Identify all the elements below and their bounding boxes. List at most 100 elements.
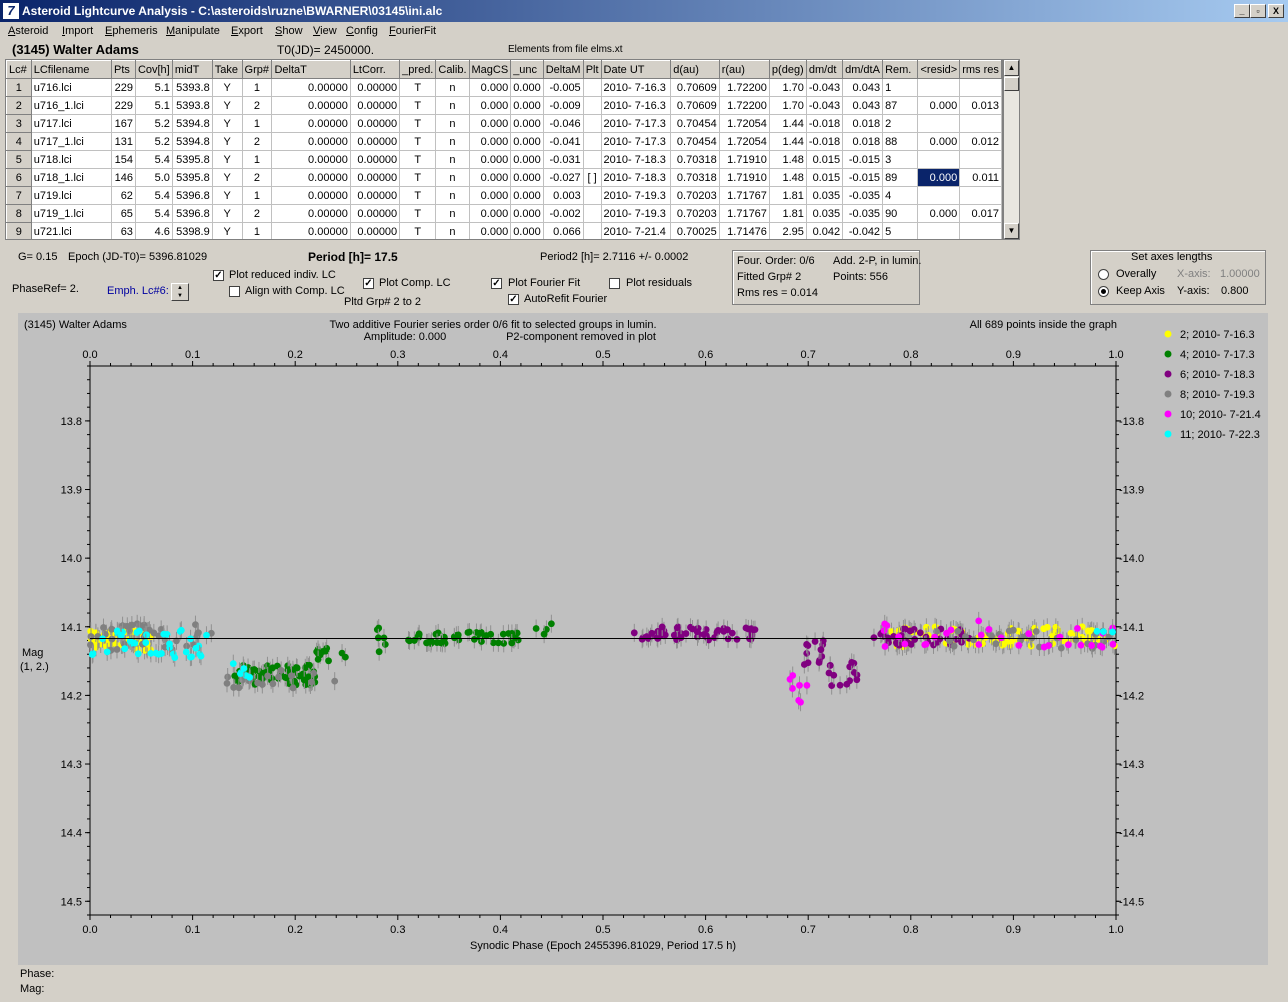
table-cell[interactable]: 0.012 <box>959 132 1002 151</box>
table-cell[interactable]: 229 <box>111 96 136 115</box>
column-header[interactable]: dm/dtA <box>842 60 884 79</box>
table-cell[interactable]: Y <box>211 168 243 187</box>
table-cell[interactable]: 0.00000 <box>271 222 351 239</box>
table-cell[interactable]: 0.011 <box>959 168 1002 187</box>
table-cell[interactable]: T <box>399 150 437 169</box>
table-cell[interactable]: 1 <box>241 222 273 239</box>
column-header[interactable]: Plt <box>582 60 602 79</box>
table-cell[interactable]: n <box>435 114 470 133</box>
table-cell[interactable]: 62 <box>111 186 136 205</box>
table-cell[interactable]: 0.000 <box>510 78 544 97</box>
table-cell[interactable]: 0.70318 <box>670 168 720 187</box>
menu-view[interactable]: View <box>313 25 337 37</box>
lightcurve-plot[interactable]: (3145) Walter Adams Two additive Fourier… <box>18 313 1268 965</box>
row-header[interactable]: 6 <box>6 168 32 187</box>
autorefit-checkbox[interactable]: ✓ <box>508 294 519 305</box>
table-cell[interactable]: 2010- 7-16.3 <box>600 78 672 97</box>
table-cell[interactable] <box>582 78 602 97</box>
table-cell[interactable]: -0.043 <box>805 96 844 115</box>
menu-ephemeris[interactable]: Ephemeris <box>105 25 158 37</box>
table-cell[interactable]: 0.000 <box>917 96 961 115</box>
table-cell[interactable]: -0.015 <box>842 168 884 187</box>
table-cell[interactable]: 5 <box>882 222 919 239</box>
column-header[interactable]: <resid> <box>917 60 961 79</box>
table-scrollbar[interactable]: ▲ ▼ <box>1003 59 1020 240</box>
column-header[interactable]: Lc# <box>6 60 32 79</box>
table-cell[interactable]: 0.000 <box>917 204 961 223</box>
row-header[interactable]: 5 <box>6 150 32 169</box>
table-cell[interactable]: 0.013 <box>959 96 1002 115</box>
table-cell[interactable]: 0.000 <box>468 186 512 205</box>
table-cell[interactable]: 2010- 7-18.3 <box>600 150 672 169</box>
table-cell[interactable]: 0.000 <box>510 150 544 169</box>
plot-reduced-checkbox[interactable]: ✓ <box>213 270 224 281</box>
table-cell[interactable]: Y <box>211 204 243 223</box>
table-cell[interactable]: 0.043 <box>842 96 884 115</box>
table-cell[interactable]: u719.lci <box>30 186 113 205</box>
table-cell[interactable]: n <box>435 78 470 97</box>
table-cell[interactable] <box>917 114 961 133</box>
table-cell[interactable]: 1 <box>241 78 273 97</box>
table-cell[interactable]: u721.lci <box>30 222 113 239</box>
table-cell[interactable]: u716.lci <box>30 78 113 97</box>
table-cell[interactable]: 0.70454 <box>670 132 720 151</box>
table-cell[interactable]: 0.00000 <box>271 204 351 223</box>
scroll-down-button[interactable]: ▼ <box>1004 223 1019 239</box>
table-cell[interactable]: 5.4 <box>134 150 173 169</box>
column-header[interactable]: LCfilename <box>30 60 113 79</box>
table-cell[interactable]: 0.00000 <box>349 150 401 169</box>
table-cell[interactable]: 3 <box>882 150 919 169</box>
table-cell[interactable]: 0.000 <box>510 204 544 223</box>
table-cell[interactable]: 88 <box>882 132 919 151</box>
table-cell[interactable]: 0.00000 <box>271 150 351 169</box>
table-cell[interactable]: 0.00000 <box>271 78 351 97</box>
column-header[interactable]: dm/dt <box>805 60 844 79</box>
table-cell[interactable]: u716_1.lci <box>30 96 113 115</box>
table-cell[interactable] <box>582 204 602 223</box>
maximize-button[interactable]: ▫ <box>1250 4 1266 18</box>
table-cell[interactable]: 1.48 <box>768 150 807 169</box>
table-cell[interactable]: 1.81 <box>768 186 807 205</box>
table-cell[interactable]: 0.042 <box>805 222 844 239</box>
table-cell[interactable]: u718_1.lci <box>30 168 113 187</box>
column-header[interactable]: MagCS <box>468 60 512 79</box>
table-cell[interactable]: 1.48 <box>768 168 807 187</box>
table-cell[interactable]: 0.000 <box>510 222 544 239</box>
table-cell[interactable]: 2010- 7-21.4 <box>600 222 672 239</box>
table-cell[interactable]: 2 <box>241 168 273 187</box>
table-cell[interactable]: 1.44 <box>768 114 807 133</box>
table-cell[interactable]: T <box>399 186 437 205</box>
table-cell[interactable]: 0.70025 <box>670 222 720 239</box>
table-cell[interactable]: 1 <box>882 78 919 97</box>
table-cell[interactable] <box>582 150 602 169</box>
column-header[interactable]: r(au) <box>718 60 770 79</box>
table-cell[interactable]: 65 <box>111 204 136 223</box>
table-cell[interactable]: 1 <box>241 150 273 169</box>
table-cell[interactable]: 229 <box>111 78 136 97</box>
table-cell[interactable]: 5394.8 <box>171 114 213 133</box>
table-cell[interactable] <box>917 222 961 239</box>
table-cell[interactable]: 0.000 <box>510 96 544 115</box>
table-cell[interactable]: T <box>399 132 437 151</box>
close-button[interactable]: X <box>1268 4 1284 18</box>
table-cell[interactable]: 0.00000 <box>349 132 401 151</box>
row-header[interactable]: 9 <box>6 222 32 239</box>
table-cell[interactable]: 5395.8 <box>171 150 213 169</box>
table-cell[interactable]: 5395.8 <box>171 168 213 187</box>
table-cell[interactable]: Y <box>211 222 243 239</box>
table-cell[interactable] <box>582 186 602 205</box>
scroll-up-button[interactable]: ▲ <box>1004 60 1019 76</box>
table-cell[interactable]: 1.71910 <box>718 168 770 187</box>
table-cell[interactable]: -0.002 <box>542 204 584 223</box>
table-cell[interactable]: -0.018 <box>805 132 844 151</box>
row-header[interactable]: 7 <box>6 186 32 205</box>
table-cell[interactable]: 5393.8 <box>171 96 213 115</box>
table-cell[interactable]: 0.00000 <box>349 204 401 223</box>
table-cell[interactable]: 0.043 <box>842 78 884 97</box>
table-cell[interactable] <box>582 132 602 151</box>
table-cell[interactable] <box>959 78 1002 97</box>
plot-residuals-checkbox[interactable] <box>609 278 620 289</box>
table-cell[interactable]: -0.035 <box>842 186 884 205</box>
table-cell[interactable]: 0.000 <box>510 132 544 151</box>
